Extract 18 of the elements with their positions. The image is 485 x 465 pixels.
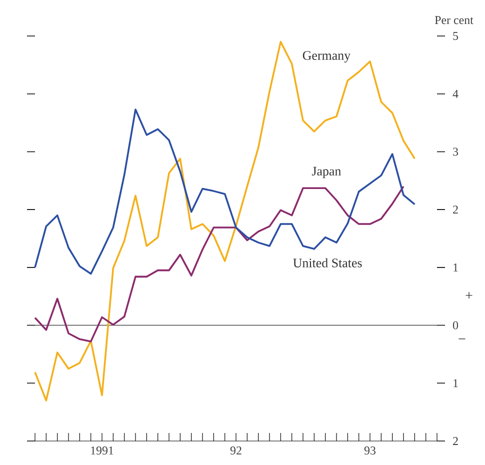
line-series xyxy=(34,40,416,402)
y-tick-label: 5 xyxy=(453,32,458,40)
y-tick-label: 4 xyxy=(452,90,458,98)
y-tick-label: 1 xyxy=(454,379,458,388)
y-tick-label: 2 xyxy=(453,437,458,445)
y-tick-label: 0 xyxy=(452,321,458,330)
text: − xyxy=(458,338,466,340)
x-tick-label: 92 xyxy=(230,446,242,455)
x-tick-label: 1991 xyxy=(91,446,114,455)
series-label: United States xyxy=(293,258,362,268)
series-label: Germany xyxy=(302,51,350,63)
series-label: Japan xyxy=(312,166,342,178)
y-axis-title: Per cent xyxy=(434,16,474,24)
text: + xyxy=(466,292,472,299)
y-tick-label: 1 xyxy=(454,263,458,272)
x-tick-label: 93 xyxy=(364,446,376,455)
y-tick-label: 2 xyxy=(453,206,458,214)
y-tick-label: 3 xyxy=(453,148,458,156)
